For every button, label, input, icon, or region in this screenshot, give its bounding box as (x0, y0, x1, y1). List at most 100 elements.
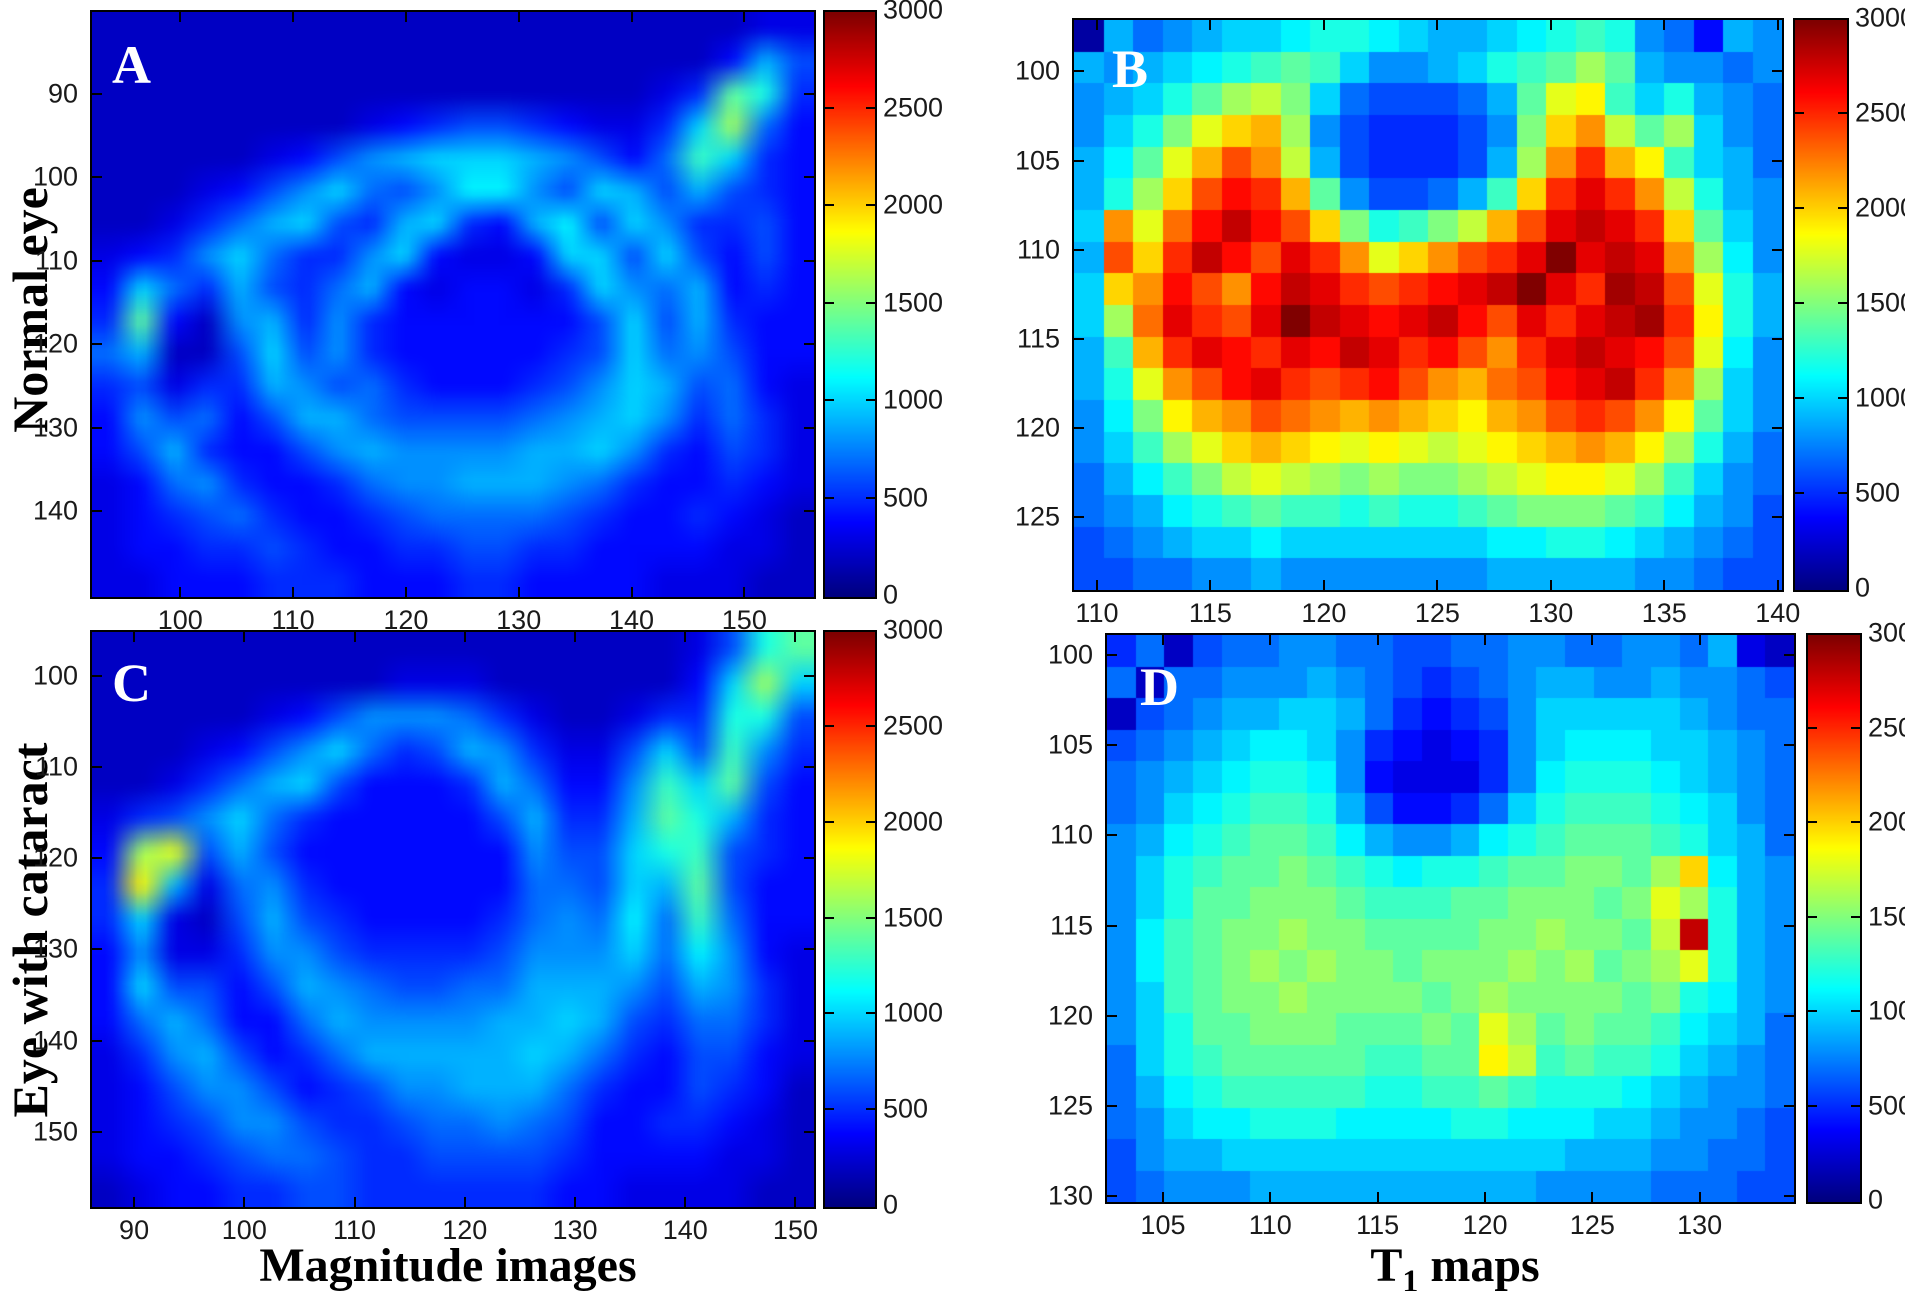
x-tick-mark (463, 1197, 466, 1207)
y-tick-label: 110 (34, 751, 78, 782)
x-tick-label: 150 (721, 605, 767, 635)
colorbar-tick-mark (1851, 1010, 1860, 1012)
y-tick-label: 130 (32, 933, 78, 964)
y-tick-mark (804, 674, 814, 677)
colorbar-tick-mark (825, 204, 834, 206)
x-tick-mark (1269, 635, 1272, 645)
x-tick-mark (574, 1197, 576, 1207)
y-tick-mark (804, 92, 814, 95)
x-tick-mark (1549, 580, 1552, 590)
x-tick-label: 110 (271, 605, 315, 635)
colorbar-tick-mark (1851, 915, 1860, 918)
x-tick-mark (1549, 20, 1552, 30)
colorbar-tick-mark (866, 301, 875, 304)
col-label-magnitude-images: Magnitude images (259, 1239, 637, 1291)
colorbar-tick-label: 3000 (1868, 617, 1905, 648)
x-tick-label: 130 (496, 605, 542, 635)
x-tick-mark (1776, 20, 1779, 30)
y-tick-label: 110 (1016, 234, 1060, 265)
x-tick-label: 150 (772, 1215, 818, 1245)
y-tick-label: 105 (1047, 729, 1093, 760)
x-tick-mark (1591, 1192, 1594, 1202)
panel-a-heatmap (90, 10, 816, 599)
colorbar-tick-label: 0 (1855, 572, 1871, 603)
colorbar-tick-mark (866, 820, 875, 823)
x-tick-mark (243, 1197, 246, 1207)
colorbar-tick-label: 2500 (1855, 97, 1905, 128)
colorbar-tick-label: 1000 (1855, 382, 1905, 413)
colorbar-tick-mark (1808, 821, 1817, 823)
x-tick-mark (574, 632, 576, 642)
colorbar-tick-label: 0 (883, 579, 899, 610)
y-tick-mark (92, 176, 102, 179)
x-tick-label: 130 (1528, 598, 1574, 628)
y-tick-mark (92, 765, 102, 768)
y-tick-mark (1772, 426, 1782, 429)
y-tick-mark (1784, 924, 1794, 927)
x-tick-mark (404, 12, 407, 22)
y-tick-mark (804, 426, 814, 429)
y-tick-label: 105 (1014, 145, 1060, 175)
colorbar-tick-label: 1000 (883, 997, 944, 1028)
colorbar-tick-label: 2500 (883, 710, 944, 741)
x-tick-mark (1209, 580, 1212, 590)
colorbar-b (1793, 18, 1849, 592)
colorbar-tick-label: 1500 (883, 902, 944, 932)
y-tick-mark (92, 857, 102, 860)
y-tick-mark (1074, 70, 1084, 73)
y-tick-mark (804, 948, 814, 951)
x-tick-label: 115 (1356, 1210, 1400, 1240)
x-tick-mark (1698, 1192, 1701, 1202)
colorbar-tick-mark (866, 106, 875, 109)
x-tick-mark (743, 12, 746, 22)
colorbar-tick-mark (866, 496, 875, 499)
colorbar-tick-mark (1808, 915, 1817, 918)
x-tick-mark (1095, 580, 1098, 590)
x-tick-mark (404, 587, 407, 597)
y-tick-mark (1107, 1014, 1117, 1017)
x-tick-mark (517, 12, 520, 22)
y-tick-mark (1772, 248, 1782, 251)
colorbar-tick-mark (825, 301, 834, 304)
colorbar-tick-label: 2000 (883, 189, 944, 220)
y-tick-mark (1772, 337, 1782, 340)
colorbar-tick-mark (866, 399, 875, 401)
y-tick-mark (92, 343, 102, 346)
y-tick-label: 100 (1047, 639, 1093, 670)
y-tick-mark (1772, 70, 1782, 73)
y-tick-label: 115 (1016, 323, 1060, 354)
y-tick-mark (804, 765, 814, 768)
y-tick-mark (92, 259, 102, 262)
y-tick-mark (1107, 834, 1117, 837)
x-tick-mark (684, 632, 687, 642)
x-tick-mark (684, 1197, 687, 1207)
panel-b-heatmap (1072, 18, 1784, 592)
x-tick-mark (1483, 635, 1486, 645)
colorbar-tick-label: 0 (883, 1189, 899, 1220)
x-tick-mark (292, 587, 295, 597)
colorbar-tick-mark (866, 204, 875, 206)
colorbar-tick-label: 2000 (1868, 806, 1905, 837)
colorbar-tick-mark (825, 1108, 834, 1111)
colorbar-tick-label: 1500 (883, 287, 944, 317)
colorbar-tick-mark (1808, 1010, 1817, 1012)
panel-d-heatmap (1105, 633, 1796, 1204)
t1-rest: maps (1430, 1239, 1540, 1291)
colorbar-tick-label: 2500 (883, 92, 944, 122)
y-tick-mark (1772, 159, 1782, 162)
x-tick-mark (133, 632, 136, 642)
colorbar-tick-mark (866, 1012, 875, 1015)
x-tick-mark (794, 632, 797, 642)
col-label-t1-maps: T1 maps (1370, 1238, 1539, 1291)
x-tick-label: 110 (1075, 598, 1119, 628)
colorbar-tick-mark (1795, 112, 1804, 114)
y-tick-mark (804, 259, 814, 262)
y-tick-mark (1107, 1105, 1117, 1108)
colorbar-tick-mark (1795, 207, 1804, 209)
y-tick-label: 115 (1049, 910, 1093, 941)
colorbar-tick-label: 500 (883, 482, 929, 512)
x-tick-mark (1376, 635, 1379, 645)
y-tick-label: 140 (32, 495, 78, 526)
x-tick-mark (292, 12, 295, 22)
